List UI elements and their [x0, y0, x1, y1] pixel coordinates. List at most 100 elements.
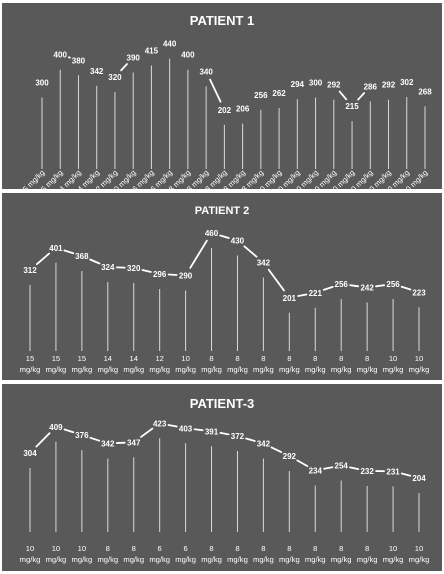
series-line-segment: [120, 63, 128, 72]
data-label: 347: [127, 438, 141, 447]
data-label: 372: [231, 432, 245, 441]
data-label: 234: [309, 467, 323, 476]
data-label: 204: [412, 474, 426, 483]
x-tick-label: 15 mg/kg: [20, 354, 41, 374]
x-tick-label: 8 mg/kg: [253, 544, 274, 564]
data-label: 390: [127, 53, 141, 62]
series-line-segment: [189, 239, 208, 269]
patient-2-plot: PATIENT 2 312 401 368 324 320 296 290 460 430 342 2…: [20, 205, 430, 374]
x-tick-label: 10 mg/kg: [409, 354, 430, 374]
series-line-segment: [297, 293, 308, 297]
series-line-segment: [400, 285, 412, 291]
series-line-segment: [140, 427, 154, 438]
data-label: 320: [127, 264, 141, 273]
data-label: 430: [231, 237, 245, 246]
x-tick-label: 10 mg/kg: [383, 354, 404, 374]
x-tick-label: 10 mg/kg: [72, 544, 93, 564]
x-tick-label: 6 mg/kg: [149, 544, 170, 564]
x-tick-label: 15 mg/kg: [46, 354, 67, 374]
data-label: 312: [23, 266, 37, 275]
data-label: 256: [335, 280, 349, 289]
data-label: 340: [199, 67, 213, 76]
series-line-segment: [243, 245, 258, 258]
series-line-segment: [400, 472, 412, 477]
series-line-segment: [245, 437, 256, 442]
series-line-segment: [167, 424, 178, 428]
x-tick-label: 10 mg/kg: [409, 544, 430, 564]
data-label: 256: [386, 280, 400, 289]
x-tick-label: 15 mg/kg: [72, 354, 93, 374]
x-tick-label: 8 mg/kg: [97, 544, 118, 564]
data-label: 324: [101, 263, 115, 272]
data-label: 286: [364, 82, 378, 91]
x-tick-label: 8 mg/kg: [253, 354, 274, 374]
data-label: 256: [254, 91, 268, 100]
series-line-segment: [296, 459, 309, 468]
series-line-segment: [270, 446, 283, 453]
series-line-segment: [35, 252, 51, 266]
patient-1-plot: PATIENT 1 300 400 380 342 320 390 415 440 400 340 2…: [18, 13, 432, 189]
data-label: 206: [236, 105, 250, 114]
data-label: 202: [218, 106, 232, 115]
data-label: 302: [400, 78, 414, 87]
x-tick-label: 8 mg/kg: [201, 544, 222, 564]
data-label: 268: [418, 87, 432, 96]
patient-3-chart: PATIENT-3 304 409 376 342 347 423 403 391 372 342 2…: [2, 384, 442, 571]
x-tick-label: 8 mg/kg: [201, 354, 222, 374]
data-label: 300: [35, 79, 49, 88]
series-line-segment: [338, 90, 348, 101]
x-tick-label: 14 mg/kg: [123, 354, 144, 374]
x-tick-label: 8 mg/kg: [279, 354, 300, 374]
x-tick-label: 14 mg/kg: [97, 354, 118, 374]
data-label: 342: [257, 440, 271, 449]
series-line-segment: [193, 428, 204, 432]
data-label: 221: [309, 289, 323, 298]
data-label: 300: [309, 79, 323, 88]
data-label: 223: [412, 288, 426, 297]
patient-2-chart: PATIENT 2 312 401 368 324 320 296 290 460 430 342 2…: [2, 193, 442, 380]
x-tick-label: 8 mg/kg: [331, 354, 352, 374]
data-label: 242: [360, 284, 374, 293]
x-tick-label: 8 mg/kg: [227, 354, 248, 374]
data-label: 380: [72, 56, 86, 65]
chart-title: PATIENT-3: [190, 396, 255, 411]
series-line-segment: [267, 268, 285, 292]
data-label: 400: [181, 51, 195, 60]
series-line-segment: [63, 428, 75, 434]
data-label: 401: [49, 244, 63, 253]
x-tick-label: 10 mg/kg: [175, 354, 196, 374]
data-label: 292: [327, 81, 341, 90]
data-label: 254: [335, 462, 349, 471]
series-line-segment: [322, 285, 334, 291]
x-tick-label: 8 mg/kg: [305, 354, 326, 374]
series-line-segment: [219, 431, 230, 436]
data-label: 440: [163, 40, 177, 49]
x-tick-label: 8 mg/kg: [305, 544, 326, 564]
data-label: 296: [153, 270, 167, 279]
x-tick-label: 8 mg/kg: [123, 544, 144, 564]
series-line-segment: [89, 436, 101, 442]
x-tick-label: 10 mg/kg: [20, 544, 41, 564]
x-tick-label: 6 mg/kg: [175, 544, 196, 564]
series-line-segment: [375, 284, 386, 288]
x-tick-label: 10 mg/kg: [383, 544, 404, 564]
data-label: 415: [145, 47, 159, 56]
data-label: 294: [291, 80, 305, 89]
x-tick-label: 8 mg/kg: [279, 544, 300, 564]
x-tick-label: 8 mg/kg: [227, 544, 248, 564]
data-label: 342: [90, 67, 104, 76]
data-label: 201: [283, 294, 297, 303]
series-line-segment: [323, 466, 334, 470]
series-line-segment: [89, 258, 101, 265]
series-line-segment: [141, 269, 152, 273]
data-label: 262: [272, 89, 286, 98]
series-line-segment: [63, 249, 75, 255]
data-label: 320: [108, 73, 122, 82]
x-tick-label: 8 mg/kg: [331, 544, 352, 564]
series-line-segment: [219, 234, 230, 239]
data-label: 342: [101, 440, 115, 449]
series-line-segment: [349, 466, 360, 471]
patient-3-plot: PATIENT-3 304 409 376 342 347 423 403 391 372 342 2…: [20, 396, 430, 564]
data-label: 368: [75, 252, 89, 261]
data-label: 290: [179, 272, 193, 281]
